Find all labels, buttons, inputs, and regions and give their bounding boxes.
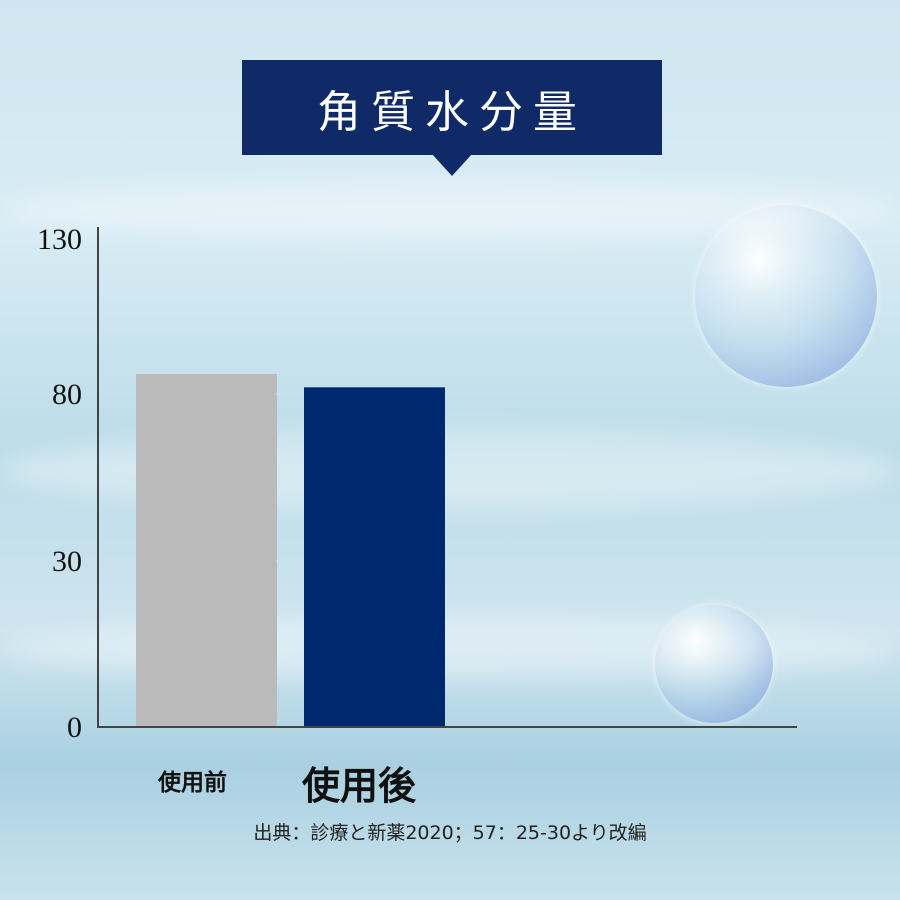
y-tick-label: 130 bbox=[37, 223, 82, 256]
source-citation: 出典：診療と新薬2020；57：25-30より改編 bbox=[253, 822, 647, 844]
bar-after bbox=[304, 387, 445, 727]
chart-title: 角質水分量 bbox=[242, 60, 662, 155]
y-tick-label: 30 bbox=[52, 545, 82, 578]
y-tick-label: 0 bbox=[67, 711, 82, 744]
bar-before bbox=[136, 373, 277, 727]
water-bubble-small bbox=[655, 605, 773, 723]
y-tick-label: 80 bbox=[52, 378, 82, 411]
water-bubble-large bbox=[695, 205, 877, 387]
category-label-before: 使用前 bbox=[158, 770, 227, 796]
category-label-after: 使用後 bbox=[302, 764, 417, 808]
title-pointer bbox=[432, 154, 472, 176]
